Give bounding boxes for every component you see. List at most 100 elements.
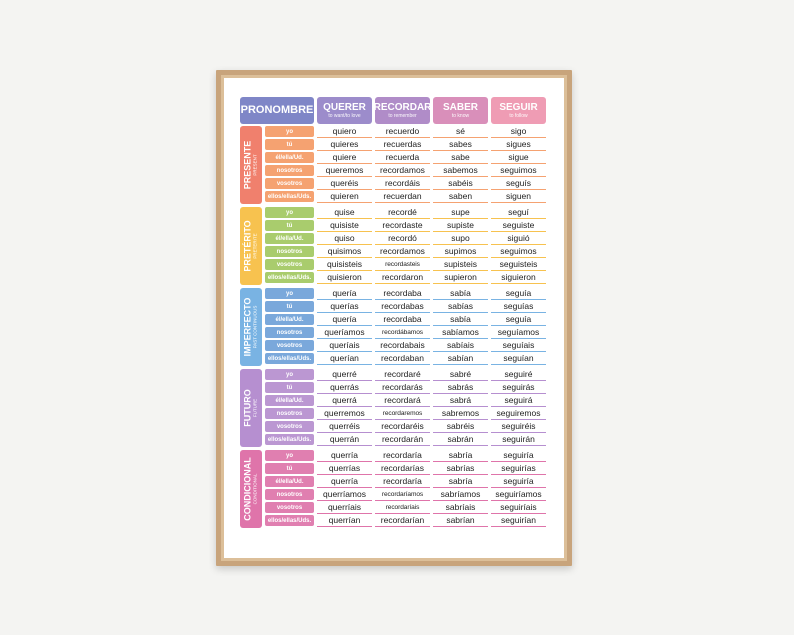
pronoun-cell: él/ella/Ud. <box>265 152 314 163</box>
conjugation-cell: recuerdan <box>375 191 430 203</box>
conjugation-cell: sabía <box>433 314 488 326</box>
conjugation-poster: PRONOMBRE QUERER to want/to love RECORDA… <box>240 97 549 528</box>
conjugation-cell: seguirás <box>491 382 546 394</box>
conjugation-row: tú querías recordabas sabías seguías <box>265 301 546 314</box>
pronoun-cell: yo <box>265 288 314 299</box>
header-row: PRONOMBRE QUERER to want/to love RECORDA… <box>240 97 549 124</box>
conjugation-cell: recordaría <box>375 450 430 462</box>
conjugation-cell: seguía <box>491 288 546 300</box>
pronoun-cell: tú <box>265 382 314 393</box>
conjugation-cell: sabrás <box>433 382 488 394</box>
conjugation-cell: recordará <box>375 395 430 407</box>
conjugation-cell: seguiríamos <box>491 489 546 501</box>
tense-section-condicional: CONDICIONAL CONDITIONAL yo querría recordarí… <box>240 450 549 528</box>
conjugation-row: yo querría recordaría sabría seguiría <box>265 450 546 463</box>
pronoun-header: PRONOMBRE <box>240 97 314 124</box>
conjugation-cell: sabéis <box>433 178 488 190</box>
pronoun-cell: él/ella/Ud. <box>265 476 314 487</box>
conjugation-cell: sabías <box>433 301 488 313</box>
conjugation-cell: recordarían <box>375 515 430 527</box>
conjugation-cell: querríamos <box>317 489 372 501</box>
conjugation-cell: seguirán <box>491 434 546 446</box>
tense-name: PRETÉRITO <box>242 220 253 272</box>
conjugation-cell: querré <box>317 369 372 381</box>
conjugation-cell: recordarás <box>375 382 430 394</box>
tense-english: FUTURE <box>252 398 258 418</box>
conjugation-cell: seguirá <box>491 395 546 407</box>
tense-english: PAST CONTINUOUS <box>252 305 258 349</box>
pronoun-cell: yo <box>265 207 314 218</box>
pronoun-cell: vosotros <box>265 259 314 270</box>
conjugation-row: nosotros queremos recordamos sabemos seguimo… <box>265 165 546 178</box>
conjugation-cell: querrían <box>317 515 372 527</box>
pronoun-cell: tú <box>265 463 314 474</box>
conjugation-cell: querríais <box>317 502 372 514</box>
conjugation-cell: sabemos <box>433 165 488 177</box>
conjugation-cell: querrá <box>317 395 372 407</box>
conjugation-cell: recuerda <box>375 152 430 164</box>
conjugation-row: vosotros queréis recordáis sabéis seguís <box>265 178 546 191</box>
conjugation-cell: recordabais <box>375 340 430 352</box>
conjugation-cell: seguías <box>491 301 546 313</box>
conjugation-row: vosotros querréis recordaréis sabréis seguir… <box>265 421 546 434</box>
conjugation-cell: supisteis <box>433 259 488 271</box>
pronoun-cell: vosotros <box>265 421 314 432</box>
conjugation-cell: quería <box>317 288 372 300</box>
conjugation-cell: quisimos <box>317 246 372 258</box>
pronoun-cell: tú <box>265 220 314 231</box>
conjugation-cell: supiste <box>433 220 488 232</box>
conjugation-cell: seguían <box>491 353 546 365</box>
conjugation-cell: seguiría <box>491 450 546 462</box>
conjugation-row: él/ella/Ud. quería recordaba sabía seguía <box>265 314 546 327</box>
conjugation-cell: seguirían <box>491 515 546 527</box>
conjugation-row: ellos/ellas/Uds. quieren recuerdan saben sig… <box>265 191 546 204</box>
verb-header-name: SABER <box>442 101 478 113</box>
conjugation-cell: recordaba <box>375 314 430 326</box>
conjugation-row: tú querrás recordarás sabrás seguirás <box>265 382 546 395</box>
verb-header-saber: SABER to know <box>433 97 488 124</box>
conjugation-row: yo quería recordaba sabía seguía <box>265 288 546 301</box>
conjugation-row: vosotros queríais recordabais sabíais seguía… <box>265 340 546 353</box>
conjugation-cell: seguiría <box>491 476 546 488</box>
conjugation-cell: recordaríamos <box>375 489 430 501</box>
conjugation-cell: supieron <box>433 272 488 284</box>
tense-english: PRESENT <box>252 154 258 176</box>
conjugation-cell: sabían <box>433 353 488 365</box>
conjugation-row: vosotros querríais recordaríais sabríais seg… <box>265 502 546 515</box>
pronoun-cell: nosotros <box>265 489 314 500</box>
conjugation-cell: querrías <box>317 463 372 475</box>
conjugation-cell: recordaban <box>375 353 430 365</box>
conjugation-cell: quieren <box>317 191 372 203</box>
tense-label: CONDICIONAL CONDITIONAL <box>240 450 262 528</box>
conjugation-row: tú quisiste recordaste supiste seguiste <box>265 220 546 233</box>
tense-section-presente: PRESENTE PRESENT yo quiero recuerdo sé sigo tú q… <box>240 126 549 204</box>
conjugation-cell: recordó <box>375 233 430 245</box>
conjugation-cell: recordamos <box>375 246 430 258</box>
conjugation-cell: recordaremos <box>375 408 430 420</box>
tense-name: CONDICIONAL <box>242 457 253 521</box>
conjugation-cell: quiso <box>317 233 372 245</box>
conjugation-cell: recordarán <box>375 434 430 446</box>
tense-label: FUTURO FUTURE <box>240 369 262 447</box>
conjugation-cell: sabía <box>433 288 488 300</box>
conjugation-cell: siguió <box>491 233 546 245</box>
verb-header-translation: to want/to love <box>328 112 361 119</box>
pronoun-cell: él/ella/Ud. <box>265 233 314 244</box>
conjugation-row: ellos/ellas/Uds. querrán recordarán sabrán s… <box>265 434 546 447</box>
conjugation-row: él/ella/Ud. querría recordaría sabría seguir… <box>265 476 546 489</box>
tense-label: PRETÉRITO PRETERITE <box>240 207 262 285</box>
tense-section-futuro: FUTURO FUTURE yo querré recordaré sabré seguir… <box>240 369 549 447</box>
conjugation-cell: siguen <box>491 191 546 203</box>
conjugation-cell: recordaba <box>375 288 430 300</box>
conjugation-cell: quisieron <box>317 272 372 284</box>
conjugation-cell: seguiste <box>491 220 546 232</box>
verb-header-name: QUERER <box>323 101 366 113</box>
pronoun-cell: vosotros <box>265 340 314 351</box>
conjugation-cell: supo <box>433 233 488 245</box>
pronoun-cell: nosotros <box>265 408 314 419</box>
verb-header-name: SEGUIR <box>499 101 538 113</box>
conjugation-cell: seguíamos <box>491 327 546 339</box>
pronoun-cell: él/ella/Ud. <box>265 314 314 325</box>
conjugation-cell: sabríamos <box>433 489 488 501</box>
conjugation-cell: recordé <box>375 207 430 219</box>
